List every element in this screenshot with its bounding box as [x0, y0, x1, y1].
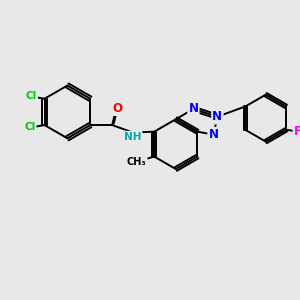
Text: NH: NH [124, 132, 142, 142]
Text: N: N [188, 103, 198, 116]
Text: Cl: Cl [26, 91, 37, 101]
Text: Cl: Cl [24, 122, 35, 132]
Text: N: N [208, 128, 218, 141]
Text: F: F [294, 125, 300, 138]
Text: O: O [112, 102, 122, 115]
Text: CH₃: CH₃ [127, 158, 146, 167]
Text: N: N [212, 110, 222, 123]
